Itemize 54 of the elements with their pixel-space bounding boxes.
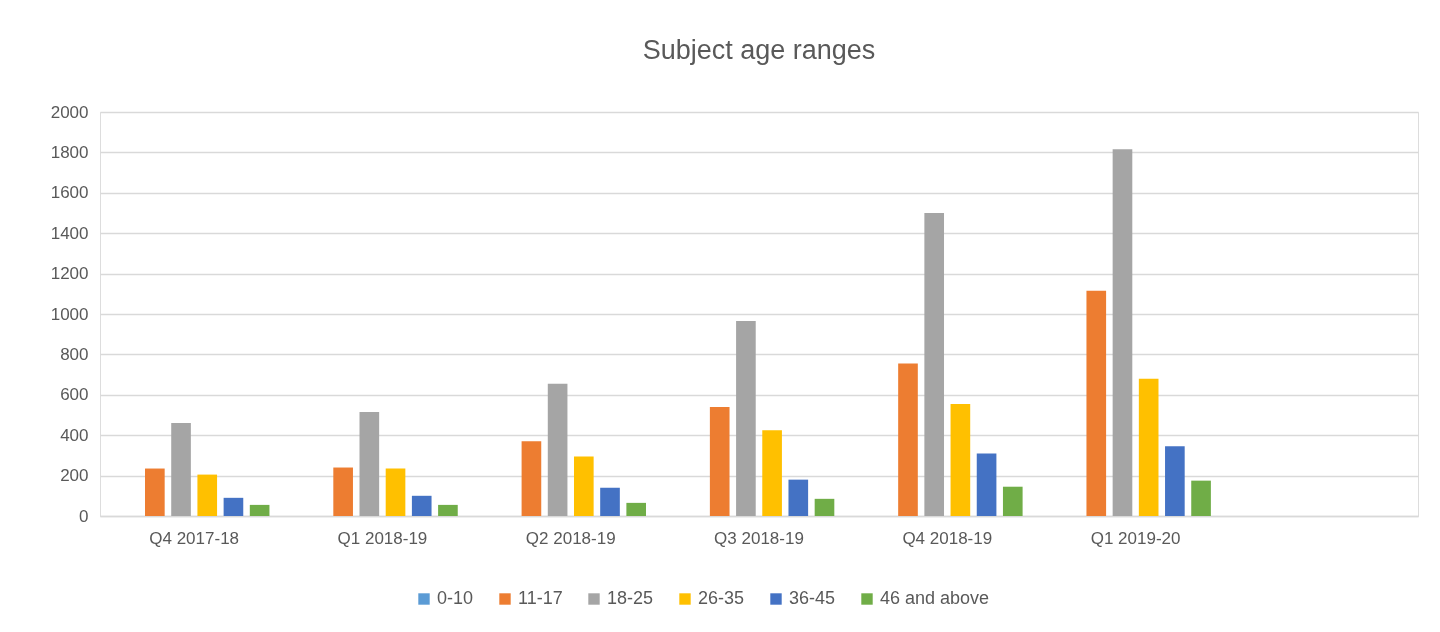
bar (1138, 378, 1159, 516)
bar (249, 504, 270, 516)
bar (333, 467, 353, 516)
y-tick-label: 200 (60, 466, 89, 486)
bar (626, 502, 647, 516)
y-tick-label: 0 (79, 506, 89, 526)
y-tick-label: 1800 (50, 142, 89, 162)
y-tick-label: 1000 (50, 304, 89, 324)
bar (1112, 149, 1133, 516)
bar (521, 441, 542, 516)
bar (898, 363, 918, 516)
y-tick-label: 800 (60, 344, 89, 364)
y-tick-label: 1200 (50, 264, 89, 284)
bar (438, 504, 458, 516)
y-tick-label: 2000 (50, 102, 89, 122)
bar (1086, 290, 1107, 516)
bar (359, 411, 380, 516)
bar (197, 474, 218, 516)
x-tick-label: Q4 2018-19 (902, 528, 993, 548)
legend-label: 26-35 (698, 588, 745, 608)
chart-title: Subject age ranges (642, 35, 876, 65)
bar (1165, 446, 1185, 516)
bar (385, 468, 406, 516)
bar (788, 479, 809, 516)
bar (145, 468, 165, 516)
bar (924, 213, 945, 516)
legend-label: 18-25 (607, 588, 654, 608)
legend-label: 11-17 (518, 588, 563, 608)
x-tick-label: Q3 2018-19 (714, 528, 804, 548)
x-tick-label: Q1 2019-20 (1090, 528, 1181, 548)
bar (950, 403, 971, 516)
y-tick-label: 600 (60, 385, 89, 405)
bar (1191, 480, 1211, 516)
bar (573, 456, 594, 516)
bar (223, 497, 244, 516)
bar (976, 453, 997, 516)
legend-label: 46 and above (880, 588, 990, 608)
x-tick-label: Q4 2017-18 (149, 528, 240, 548)
x-tick-label: Q1 2018-19 (337, 528, 428, 548)
bar (762, 430, 782, 516)
y-tick-label: 1400 (50, 223, 89, 243)
y-tick-label: 400 (60, 425, 89, 445)
y-tick-label: 1600 (50, 183, 89, 203)
bar (600, 487, 620, 516)
legend-label: 36-45 (789, 588, 836, 608)
bar (736, 321, 756, 516)
x-tick-label: Q2 2018-19 (525, 528, 616, 548)
bar (1002, 486, 1023, 516)
bar (411, 495, 432, 516)
legend-label: 0-10 (437, 588, 474, 608)
bar (709, 406, 730, 516)
bar (171, 423, 191, 516)
bar (814, 498, 835, 516)
bar (547, 383, 568, 516)
